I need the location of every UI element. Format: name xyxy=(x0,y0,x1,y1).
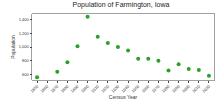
svg-text:1930: 1930 xyxy=(110,83,120,93)
svg-text:1850: 1850 xyxy=(29,83,39,93)
svg-text:2010: 2010 xyxy=(191,83,201,93)
svg-text:1870: 1870 xyxy=(50,83,60,93)
svg-text:1860: 1860 xyxy=(39,83,49,93)
svg-text:800: 800 xyxy=(22,58,29,63)
svg-text:1950: 1950 xyxy=(130,83,140,93)
svg-text:600: 600 xyxy=(22,72,29,77)
svg-text:1890: 1890 xyxy=(70,83,80,93)
svg-text:1970: 1970 xyxy=(151,83,161,93)
svg-text:1980: 1980 xyxy=(161,83,171,93)
svg-text:1990: 1990 xyxy=(171,83,181,93)
svg-text:2020: 2020 xyxy=(201,83,211,93)
svg-text:2000: 2000 xyxy=(181,83,191,93)
svg-text:Population: Population xyxy=(10,35,16,59)
svg-text:1,400: 1,400 xyxy=(19,17,30,22)
svg-text:Population of Farmington, Iowa: Population of Farmington, Iowa xyxy=(73,1,170,9)
svg-text:1880: 1880 xyxy=(60,83,70,93)
svg-text:1910: 1910 xyxy=(90,83,100,93)
svg-text:1,000: 1,000 xyxy=(19,44,30,49)
svg-text:1920: 1920 xyxy=(100,83,110,93)
svg-text:1,200: 1,200 xyxy=(19,31,30,36)
svg-text:1940: 1940 xyxy=(120,83,130,93)
svg-text:1960: 1960 xyxy=(141,83,151,93)
svg-text:1900: 1900 xyxy=(80,83,90,93)
svg-text:Census Year: Census Year xyxy=(109,94,138,100)
